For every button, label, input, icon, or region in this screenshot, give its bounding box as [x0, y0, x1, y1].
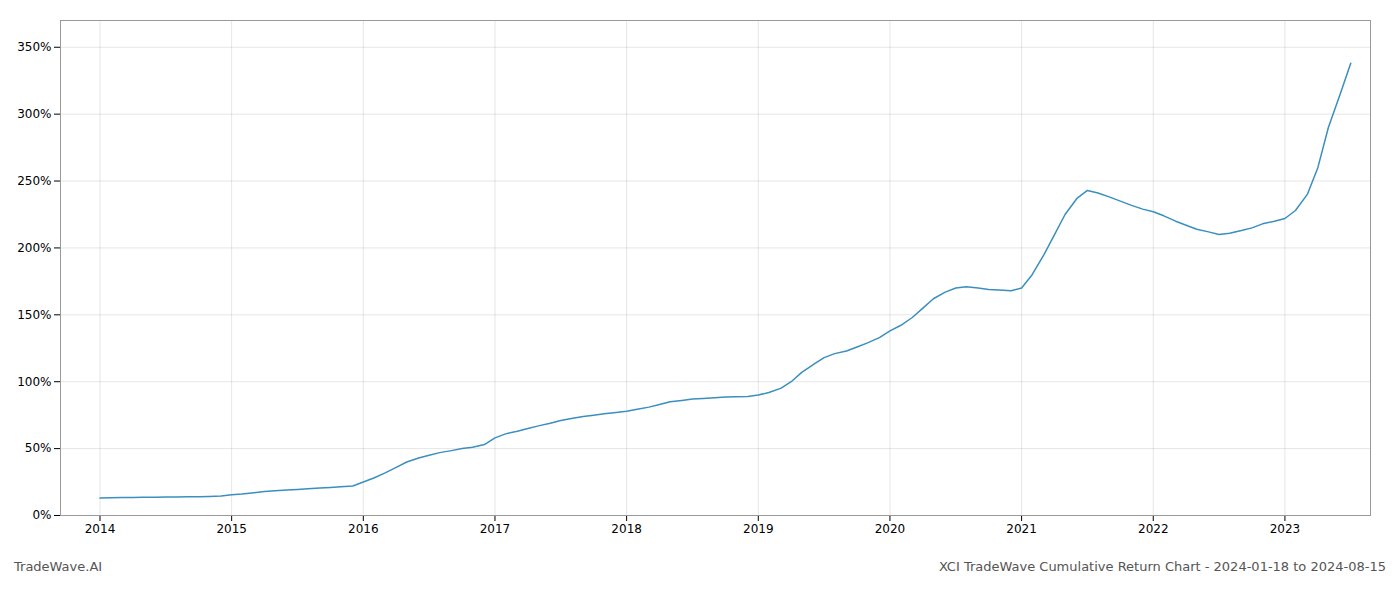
- svg-text:250%: 250%: [17, 174, 51, 188]
- svg-text:350%: 350%: [17, 40, 51, 54]
- svg-text:2020: 2020: [875, 522, 906, 536]
- html-text:TradeWave.AI: TradeWave.AI: [14, 559, 103, 574]
- svg-text:100%: 100%: [17, 375, 51, 389]
- svg-text:150%: 150%: [17, 308, 51, 322]
- svg-text:2019: 2019: [743, 522, 774, 536]
- svg-text:2018: 2018: [611, 522, 642, 536]
- svg-text:0%: 0%: [32, 508, 51, 522]
- svg-text:2017: 2017: [480, 522, 511, 536]
- svg-text:300%: 300%: [17, 107, 51, 121]
- html-text:XCI TradeWave Cumulative Retur: XCI TradeWave Cumulative Return Chart - …: [938, 559, 1386, 574]
- svg-text:2022: 2022: [1138, 522, 1169, 536]
- svg-text:2014: 2014: [85, 522, 116, 536]
- svg-text:2021: 2021: [1006, 522, 1037, 536]
- svg-text:2023: 2023: [1270, 522, 1301, 536]
- svg-text:50%: 50%: [25, 441, 52, 455]
- svg-text:2015: 2015: [216, 522, 247, 536]
- svg-text:200%: 200%: [17, 241, 51, 255]
- svg-text:2016: 2016: [348, 522, 379, 536]
